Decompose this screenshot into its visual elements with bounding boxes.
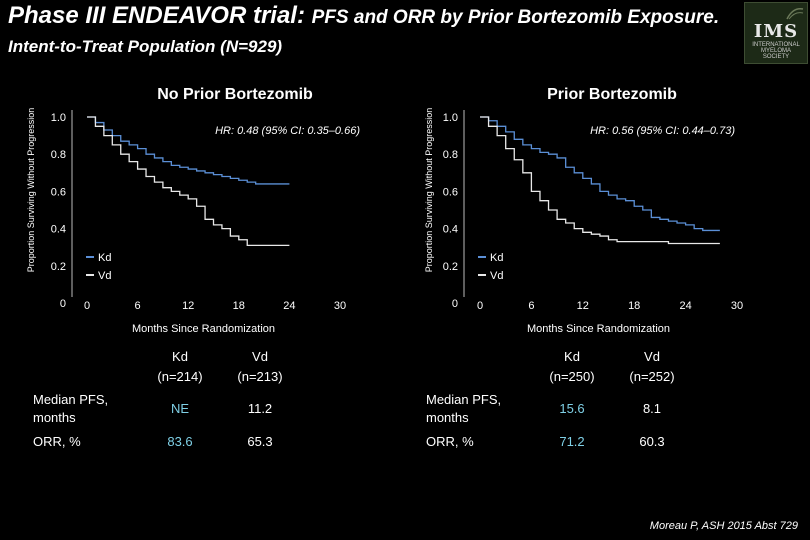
title-bold: Phase III ENDEAVOR trial: [8,2,305,29]
t1-orr-kd: 83.6 [167,434,193,449]
logo-line3: SOCIETY [762,54,790,60]
t2-orr-vd: 60.3 [639,434,665,449]
ims-logo: IMS INTERNATIONAL MYELOMA SOCIETY [744,2,808,64]
chart2-ytick-label: 0.6 [443,186,458,198]
chart2-xtick-label: 0 [477,300,483,312]
t1-pfs-kd: NE [170,401,190,416]
chart1-xtick-label: 24 [283,300,295,312]
chart2-legend-label-vd: Vd [490,270,503,282]
chart2-xtick-label: 12 [577,300,589,312]
chart2-xtick-label: 18 [628,300,640,312]
logo-text: IMS [753,21,799,42]
chart2-ytick-label: 1.0 [443,112,458,124]
t1-vd-head: Vd [252,349,268,364]
citation: Moreau P, ASH 2015 Abst 729 [649,520,798,532]
chart2-series-vd [480,116,720,245]
t2-vd-n: (n=252) [629,369,675,384]
chart2-xtick-label: 24 [679,300,691,312]
chart2-xtick-label: 30 [731,300,743,312]
title-rest: PFS and ORR by Prior Bortezomib Exposure… [311,7,720,28]
t1-pfs-label-1: Median PFS, [33,392,109,407]
chart2-ylabel: Proportion Surviving Without Progression [424,108,434,273]
chart1-ytick-label: 0 [60,298,66,310]
chart1-xtick-label: 6 [135,300,141,312]
chart1-series-vd [87,116,290,246]
chart2-title: Prior Bortezomib [547,86,677,103]
t2-vd-head: Vd [644,349,660,364]
slide-title: Phase III ENDEAVOR trial: PFS and ORR by… [8,2,719,30]
logo-line2: MYELOMA [760,48,791,54]
t1-kd-n: (n=214) [157,369,203,384]
chart1-series-kd [87,116,290,185]
t2-pfs-label-1: Median PFS, [426,392,502,407]
t2-kd-head: Kd [564,349,580,364]
t2-pfs-label-2: months [426,410,469,425]
t2-orr-kd: 71.2 [559,434,585,449]
chart1-xlabel: Months Since Randomization [132,323,275,335]
chart1-ytick-label: 1.0 [51,112,66,124]
chart2-ytick-label: 0.4 [443,224,458,236]
t2-kd-n: (n=250) [549,369,595,384]
chart1-xtick-label: 0 [84,300,90,312]
chart1-ytick-label: 0.2 [51,261,66,273]
chart2-ytick-label: 0 [452,298,458,310]
t1-vd-n: (n=213) [237,369,283,384]
chart1-xtick-label: 30 [334,300,346,312]
logo-line1: INTERNATIONAL [752,42,800,48]
t1-orr-label: ORR, % [33,434,81,449]
chart2-ytick-label: 0.2 [443,261,458,273]
chart2-hr-annotation: HR: 0.56 (95% CI: 0.44–0.73) [590,125,735,137]
chart2-series-kd [480,116,720,232]
chart1-xtick-label: 18 [233,300,245,312]
chart2-xlabel: Months Since Randomization [527,323,670,335]
slide-subtitle: Intent-to-Treat Population (N=929) [8,37,283,56]
chart1-ylabel: Proportion Surviving Without Progression [26,108,36,273]
t2-pfs-kd: 15.6 [559,401,585,416]
t1-pfs-vd: 11.2 [247,401,273,416]
chart1-xtick-label: 12 [182,300,194,312]
chart1-ytick-label: 0.8 [51,149,66,161]
chart2-legend-label-kd: Kd [490,252,503,264]
t1-pfs-label-2: months [33,410,76,425]
t2-pfs-vd: 8.1 [642,401,662,416]
t1-orr-vd: 65.3 [247,434,273,449]
logo-decoration-icon [786,7,804,20]
chart1-ytick-label: 0.6 [51,186,66,198]
chart1-legend-label-kd: Kd [98,252,111,264]
chart2-xtick-label: 6 [528,300,534,312]
chart1-title: No Prior Bortezomib [157,86,313,103]
t1-kd-head: Kd [172,349,188,364]
chart2-ytick-label: 0.8 [443,149,458,161]
chart1-ytick-label: 0.4 [51,224,66,236]
chart1-hr-annotation: HR: 0.48 (95% CI: 0.35–0.66) [215,125,360,137]
chart1-legend-label-vd: Vd [98,270,111,282]
t2-orr-label: ORR, % [426,434,474,449]
